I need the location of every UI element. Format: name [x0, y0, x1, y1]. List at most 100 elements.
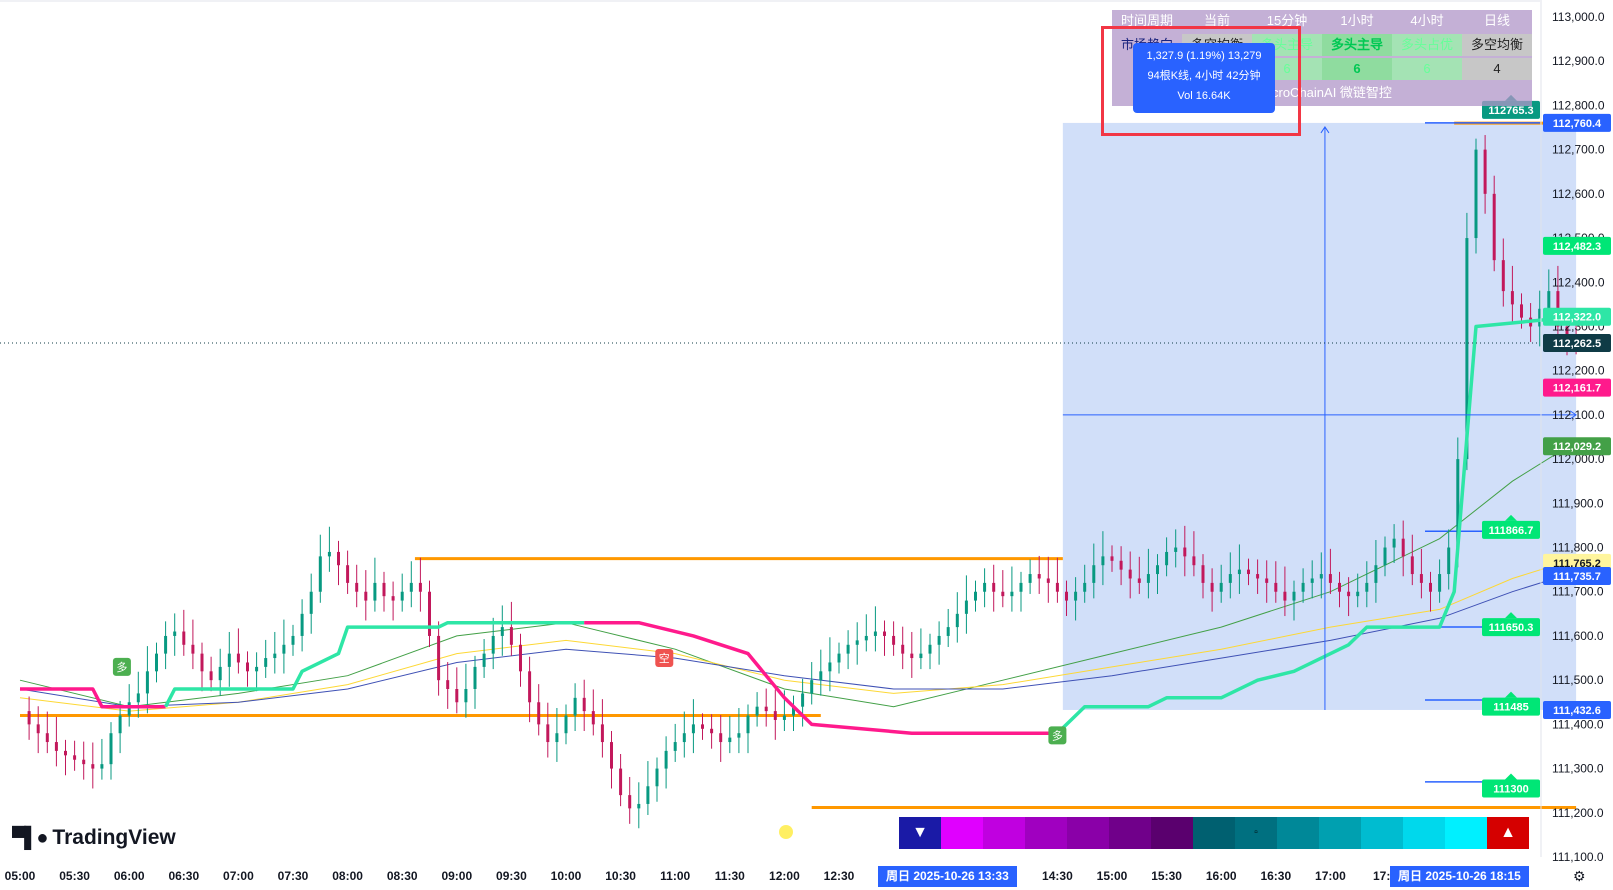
candle-body [964, 600, 968, 614]
candle [1319, 552, 1323, 599]
candle-body [755, 706, 759, 716]
signal-badge-bg [1048, 726, 1067, 745]
candle-body [974, 591, 977, 601]
tradingview-logo[interactable]: ▀▌● TradingView [12, 826, 176, 850]
price-tick-label: 112,200.0 [1552, 364, 1605, 378]
candle [264, 639, 268, 678]
price-tag-label: 112,322.0 [1553, 312, 1601, 324]
candle [828, 637, 832, 692]
candle [73, 740, 77, 771]
price-tick-label: 111,400.0 [1552, 717, 1604, 731]
candle-body [782, 715, 786, 720]
signal-badge: 空 [655, 649, 674, 668]
candle [1110, 545, 1114, 572]
candle-body [1319, 574, 1323, 579]
price-tag: 111,432.6 [1543, 700, 1611, 719]
candle [1474, 138, 1478, 254]
candle-body [54, 742, 58, 751]
candle-body [1028, 574, 1032, 583]
candle [600, 699, 604, 758]
candle-body [864, 635, 868, 641]
candle-body [1565, 326, 1569, 336]
tradingview-logo-text: TradingView [52, 826, 176, 849]
panel-footer: croChainAI 微链智控 [1272, 85, 1392, 100]
price-tag: 111650.3 [1482, 612, 1540, 637]
candle [91, 742, 95, 789]
candle-body [1237, 569, 1241, 575]
candle-body [519, 644, 522, 672]
candle-body [1429, 582, 1432, 592]
candle-body [600, 724, 604, 743]
sentiment-bar: ▼ ▫ ▲ [899, 817, 1529, 849]
time-tick-label: 12:30 [824, 869, 855, 883]
candle-body [1156, 565, 1159, 575]
candle-body [946, 627, 950, 636]
candle-body [1510, 291, 1514, 305]
candle-body [1501, 260, 1505, 292]
candle-body [155, 653, 158, 672]
candle [974, 580, 977, 612]
candle [664, 736, 668, 789]
candle-body [337, 551, 340, 566]
candle [610, 731, 613, 789]
candle [164, 621, 168, 670]
candle [846, 630, 850, 670]
candle [155, 642, 158, 683]
candle-body [591, 711, 595, 725]
candle [236, 628, 240, 674]
time-tick-label: 06:00 [114, 869, 145, 883]
candle-body [1228, 574, 1232, 583]
candle [1137, 556, 1141, 594]
candle [1247, 558, 1250, 586]
candle [464, 663, 468, 718]
candle-body [1492, 193, 1496, 261]
candle [1228, 552, 1232, 599]
range-end-date-tag: 周日 2025-10-26 18:15 [1390, 866, 1529, 887]
price-tag-label: 111,765.2 [1553, 558, 1601, 570]
candle [309, 573, 313, 634]
time-axis[interactable]: 05:00 05:30 06:00 06:30 07:00 07:30 08:00 08:30… [5, 869, 1398, 883]
candle [1501, 238, 1505, 307]
price-tag-label: 112,760.4 [1553, 118, 1602, 130]
candle-body [801, 693, 805, 707]
square-icon: ▫ [1235, 817, 1277, 849]
candle-body [1274, 582, 1278, 592]
candle [1192, 531, 1196, 577]
candle [691, 699, 695, 754]
candle [1338, 571, 1341, 608]
panel-cell: 多空均衡 [1462, 34, 1532, 56]
price-tag: 112,482.3 [1543, 236, 1611, 255]
candle-body [1283, 591, 1287, 601]
candle-body [628, 795, 632, 809]
highlight-box [1101, 26, 1301, 136]
candle-body [291, 635, 295, 645]
candle [1310, 560, 1314, 599]
candle [1301, 568, 1305, 603]
candle [45, 711, 49, 754]
candle [1101, 531, 1105, 586]
candle [1347, 577, 1351, 617]
candle [955, 592, 959, 643]
candle-body [1174, 547, 1178, 552]
candle-body [928, 644, 932, 654]
candle-body [246, 662, 249, 672]
candle [892, 621, 896, 656]
candle-body [1292, 591, 1296, 601]
candle-body [355, 582, 359, 592]
candle [964, 575, 968, 634]
panel-cell: 6 [1322, 58, 1392, 80]
price-tag-bg [1543, 307, 1611, 326]
price-tag: 111,735.7 [1543, 566, 1611, 585]
price-axis[interactable]: 111,100.0111,200.0111,300.0111,400.0111,… [1552, 10, 1605, 864]
trail-down-segment [20, 687, 166, 709]
price-tag-bg [1543, 113, 1611, 132]
candle-body [209, 671, 213, 681]
price-tick-label: 111,200.0 [1552, 806, 1604, 820]
time-tick-label: 10:00 [551, 869, 582, 883]
settings-gear-icon[interactable]: ⚙ [1573, 868, 1586, 884]
candle [437, 621, 441, 696]
candle [928, 633, 932, 670]
candle [36, 706, 40, 754]
price-tick-label: 112,900.0 [1552, 54, 1605, 68]
